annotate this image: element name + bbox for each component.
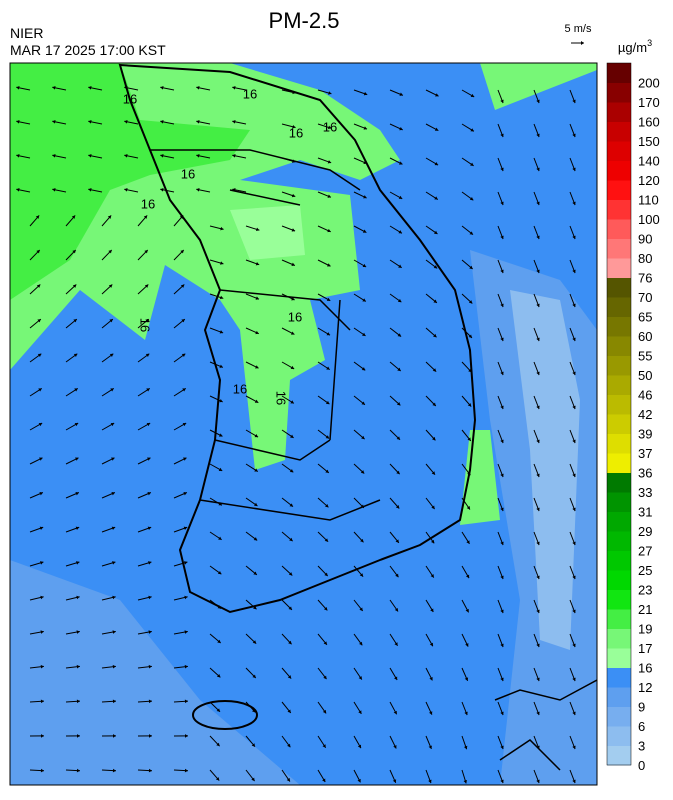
- source: NIER: [10, 25, 43, 41]
- colorbar-tick-label: 17: [638, 641, 652, 656]
- colorbar-tick-label: 55: [638, 349, 652, 364]
- colorbar-bin: [607, 219, 631, 239]
- contour-label: 16: [274, 391, 289, 405]
- colorbar-bin: [607, 648, 631, 668]
- colorbar-tick-label: 33: [638, 485, 652, 500]
- colorbar-bin: [607, 141, 631, 161]
- colorbar-bin: [607, 726, 631, 746]
- colorbar-bin: [607, 239, 631, 259]
- colorbar-tick-label: 6: [638, 719, 645, 734]
- unit-exponent: 3: [647, 38, 652, 48]
- colorbar-tick-label: 27: [638, 544, 652, 559]
- colorbar-tick-label: 9: [638, 700, 645, 715]
- colorbar-bin: [607, 180, 631, 200]
- colorbar-bin: [607, 258, 631, 278]
- colorbar-tick-label: 46: [638, 388, 652, 403]
- datetime: MAR 17 2025 17:00 KST: [10, 42, 166, 58]
- colorbar-bin: [607, 609, 631, 629]
- contour-label: 16: [243, 86, 257, 101]
- colorbar-tick-label: 39: [638, 427, 652, 442]
- colorbar-tick-label: 60: [638, 329, 652, 344]
- colorbar-tick-label: 65: [638, 310, 652, 325]
- colorbar-bin: [607, 83, 631, 103]
- title: PM-2.5: [269, 8, 340, 33]
- colorbar-tick-label: 0: [638, 758, 645, 773]
- colorbar-bin: [607, 473, 631, 493]
- colorbar-bin: [607, 297, 631, 317]
- contour-label: 16: [123, 91, 137, 106]
- colorbar-bin: [607, 317, 631, 337]
- contour-label: 16: [289, 125, 303, 140]
- colorbar-tick-label: 23: [638, 583, 652, 598]
- colorbar-tick-label: 19: [638, 622, 652, 637]
- colorbar-tick-label: 76: [638, 271, 652, 286]
- colorbar-bin: [607, 63, 631, 83]
- contour-label: 16: [288, 309, 302, 324]
- contour-label: 16: [138, 318, 153, 332]
- colorbar-bin: [607, 200, 631, 220]
- colorbar-bin: [607, 161, 631, 181]
- colorbar-bin: [607, 122, 631, 142]
- colorbar-bin: [607, 570, 631, 590]
- colorbar-tick-label: 150: [638, 134, 660, 149]
- colorbar-bin: [607, 687, 631, 707]
- colorbar-tick-label: 110: [638, 193, 659, 208]
- colorbar-tick-label: 70: [638, 290, 652, 305]
- map: 16 16 16 16 16 16 16 16 16 16: [10, 63, 597, 785]
- colorbar-bin: [607, 414, 631, 434]
- colorbar-bin: [607, 531, 631, 551]
- colorbar-tick-label: 3: [638, 739, 645, 754]
- colorbar-tick-label: 21: [638, 602, 652, 617]
- colorbar-bin: [607, 492, 631, 512]
- colorbar-tick-label: 140: [638, 154, 660, 169]
- colorbar-tick-label: 37: [638, 446, 652, 461]
- colorbar-tick-label: 50: [638, 368, 652, 383]
- colorbar-tick-label: 12: [638, 680, 652, 695]
- colorbar-bin: [607, 278, 631, 298]
- colorbar-tick-label: 25: [638, 563, 652, 578]
- colorbar-bin: [607, 434, 631, 454]
- wind-scale-label: 5 m/s: [565, 23, 592, 35]
- colorbar-bin: [607, 707, 631, 727]
- colorbar-bin: [607, 668, 631, 688]
- colorbar-tick-label: 16: [638, 661, 652, 676]
- colorbar-tick-label: 29: [638, 524, 652, 539]
- colorbar-tick-label: 80: [638, 251, 652, 266]
- colorbar-bin: [607, 395, 631, 415]
- colorbar-tick-label: 90: [638, 232, 652, 247]
- colorbar-bin: [607, 356, 631, 376]
- contour-label: 16: [323, 119, 337, 134]
- colorbar-tick-label: 42: [638, 407, 652, 422]
- colorbar-bin: [607, 453, 631, 473]
- colorbar-tick-label: 200: [638, 76, 660, 91]
- colorbar-tick-label: 160: [638, 115, 660, 130]
- colorbar-tick-label: 36: [638, 466, 652, 481]
- colorbar-tick-label: 170: [638, 95, 660, 110]
- contour-label: 16: [233, 381, 247, 396]
- colorbar-tick-label: 31: [638, 505, 652, 520]
- colorbar-bin: [607, 102, 631, 122]
- unit: µg/m3: [618, 38, 652, 55]
- colorbar-bin: [607, 590, 631, 610]
- colorbar-bin: [607, 746, 631, 766]
- colorbar-tick-label: 100: [638, 212, 660, 227]
- wind-scale-head: [581, 41, 584, 45]
- colorbar-bin: [607, 336, 631, 356]
- colorbar-bin: [607, 629, 631, 649]
- colorbar-bin: [607, 512, 631, 532]
- unit-base: µg/m: [618, 40, 647, 55]
- colorbar: 0369121617192123252729313336373942465055…: [607, 63, 660, 773]
- contour-label: 16: [181, 166, 195, 181]
- colorbar-bin: [607, 375, 631, 395]
- colorbar-bin: [607, 551, 631, 571]
- contour-label: 16: [141, 196, 155, 211]
- colorbar-tick-label: 120: [638, 173, 660, 188]
